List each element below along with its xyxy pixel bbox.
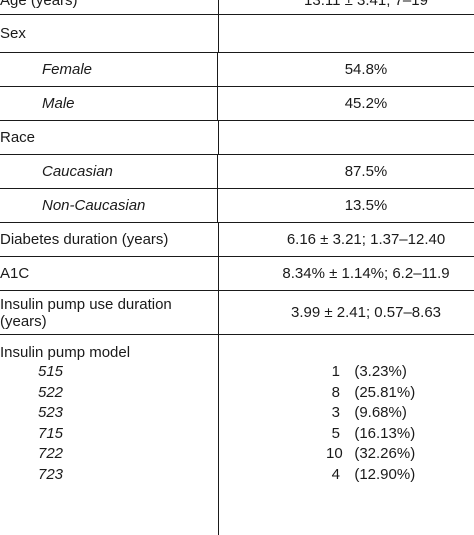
row-value: 3.99 ± 2.41; 0.57–8.63 [290,304,442,321]
table-row: Non-Caucasian 13.5% [0,189,474,223]
table-row: Age (years) 13.11 ± 3.41; 7–19 [0,0,474,15]
table-row: Male 45.2% [0,87,474,121]
pump-model-row: 722 10 (32.26%) [0,445,474,463]
row-label: Insulin pump use duration (years) [0,291,219,334]
pump-model-count: 5 (16.13%) [326,424,416,443]
table-row: Diabetes duration (years) 6.16 ± 3.21; 1.… [0,223,474,257]
table-row: Female 54.8% [0,53,474,87]
pump-model-row: 515 1 (3.23%) [0,363,474,381]
pump-model-pct: (9.68%) [346,404,407,421]
row-value: 87.5% [344,163,388,180]
pump-model-number: 523 [38,404,64,421]
row-value: 13.11 ± 3.41; 7–19 [304,0,428,9]
pump-model-number: 723 [38,465,64,483]
pump-model-count: 8 (25.81%) [326,383,416,402]
table-row: Race [0,121,474,155]
pump-model-number: 522 [38,383,64,401]
pump-model-row: 522 8 (25.81%) [0,384,474,402]
row-sublabel: Male [0,87,218,120]
row-sublabel: Non-Caucasian [0,189,218,222]
table-row: Insulin pump use duration (years) 3.99 ± … [0,291,474,335]
pump-model-pct: (3.23%) [346,363,407,380]
row-label: Age (years) [0,0,219,14]
row-label: Race [0,121,219,154]
pump-model-n: 3 [331,404,340,421]
pump-model-number: 515 [38,363,64,380]
pump-model-pct: (12.90%) [346,465,416,483]
pump-model-count: 1 (3.23%) [326,363,407,381]
pump-model-n: 8 [331,383,340,401]
pump-model-n: 10 [326,445,343,462]
row-sublabel: Caucasian [0,155,218,188]
row-value: 54.8% [344,61,388,78]
pump-model-row: 723 4 (12.90%) [0,466,474,484]
pump-model-row: 523 3 (9.68%) [0,404,474,422]
pump-model-pct: (16.13%) [346,424,416,442]
table-row: A1C 8.34% ± 1.14%; 6.2–11.9 [0,257,474,291]
row-value: 45.2% [344,95,388,112]
row-label: Sex [0,15,219,52]
pump-model-count: 3 (9.68%) [326,404,407,422]
row-value [222,15,474,52]
row-value: 8.34% ± 1.14%; 6.2–11.9 [282,265,450,282]
pump-model-row: 715 5 (16.13%) [0,425,474,443]
table-row: Sex [0,15,474,53]
column-divider [218,335,219,535]
row-label: Diabetes duration (years) [0,223,219,256]
row-sublabel: Female [0,53,218,86]
row-value: 6.16 ± 3.21; 1.37–12.40 [286,231,446,248]
pump-model-n: 5 [331,424,340,442]
row-value: 13.5% [344,197,388,214]
pump-model-label: Insulin pump model [0,344,131,361]
row-label: A1C [0,257,219,290]
pump-model-pct: (25.81%) [346,383,416,401]
pump-model-count: 10 (32.26%) [326,445,415,463]
pump-model-pct: (32.26%) [346,445,416,462]
pump-model-n: 4 [331,465,340,483]
pump-model-count: 4 (12.90%) [326,465,416,484]
pump-model-number: 722 [38,445,64,462]
table-row: Caucasian 87.5% [0,155,474,189]
row-value [222,121,474,154]
pump-model-n: 1 [331,363,340,380]
pump-model-number: 715 [38,424,64,442]
